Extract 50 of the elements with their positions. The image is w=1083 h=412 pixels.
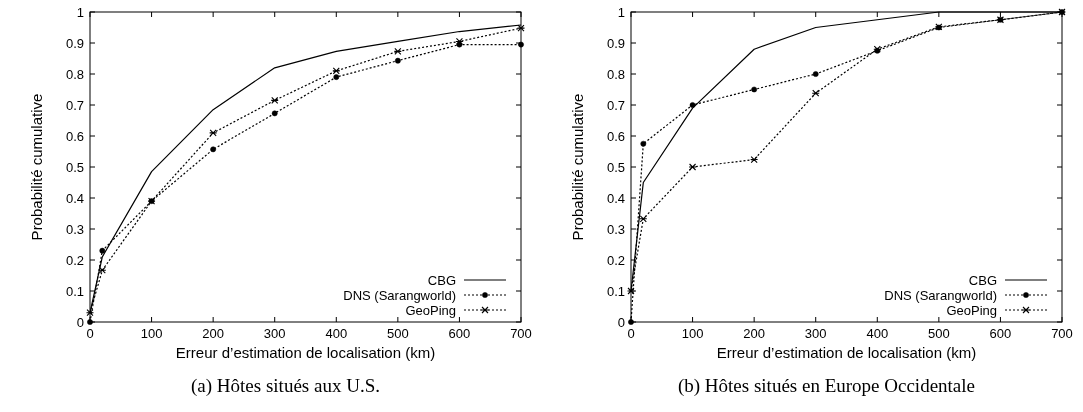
x-tick-label: 300 <box>263 326 286 341</box>
y-tick-label: 1 <box>617 4 625 20</box>
legend-label: CBG <box>427 272 456 288</box>
x-tick-label: 500 <box>387 326 409 341</box>
x-tick-label: 0 <box>627 326 635 341</box>
y-tick-label: 0 <box>617 314 625 330</box>
y-tick-label: 0.4 <box>606 190 625 206</box>
y-tick-label: 0.4 <box>65 190 84 206</box>
y-tick-label: 0.8 <box>65 66 84 82</box>
x-axis-title: Erreur d’estimation de localisation (km) <box>175 344 436 361</box>
y-tick-label: 0.7 <box>65 97 84 113</box>
y-tick-label: 0.2 <box>606 252 625 268</box>
x-tick-label: 600 <box>989 326 1012 341</box>
x-tick-label: 600 <box>448 326 471 341</box>
y-tick-label: 0.9 <box>65 35 84 51</box>
x-tick-label: 100 <box>681 326 704 341</box>
y-tick-label: 0.3 <box>606 221 625 237</box>
y-tick-label: 0.8 <box>606 66 625 82</box>
legend-label: CBG <box>968 272 997 288</box>
y-tick-label: 0 <box>76 314 84 330</box>
x-tick-label: 0 <box>86 326 94 341</box>
x-axis-title: Erreur d’estimation de localisation (km) <box>716 344 977 361</box>
text: (b) Hôtes situés en Europe Occidentale <box>677 375 976 397</box>
x-tick-label: 200 <box>743 326 765 341</box>
x-tick-label: 200 <box>202 326 224 341</box>
legend-label: GeoPing <box>946 302 997 318</box>
x-tick-label: 700 <box>1051 326 1073 341</box>
y-axis-title: Probabilité cumulative <box>569 93 586 241</box>
x-tick-label: 500 <box>928 326 950 341</box>
y-tick-label: 0.3 <box>65 221 84 237</box>
x-tick-label: 700 <box>510 326 532 341</box>
y-axis-title: Probabilité cumulative <box>28 93 45 241</box>
legend-label: GeoPing <box>405 302 456 318</box>
x-tick-label: 100 <box>140 326 163 341</box>
y-tick-label: 0.1 <box>65 283 84 299</box>
legend-label: DNS (Sarangworld) <box>343 287 456 303</box>
y-tick-label: 0.2 <box>65 252 84 268</box>
x-tick-label: 300 <box>804 326 827 341</box>
y-tick-label: 0.6 <box>606 128 625 144</box>
text: (a) Hôtes situés aux U.S. <box>191 375 380 397</box>
x-tick-label: 400 <box>866 326 889 341</box>
y-tick-label: 0.5 <box>606 159 625 175</box>
y-tick-label: 0.6 <box>65 128 84 144</box>
y-tick-label: 0.5 <box>65 159 84 175</box>
x-tick-label: 400 <box>325 326 348 341</box>
legend-label: DNS (Sarangworld) <box>884 287 997 303</box>
y-tick-label: 0.9 <box>606 35 625 51</box>
y-tick-label: 0.1 <box>606 283 625 299</box>
y-tick-label: 1 <box>76 4 84 20</box>
y-tick-label: 0.7 <box>606 97 625 113</box>
